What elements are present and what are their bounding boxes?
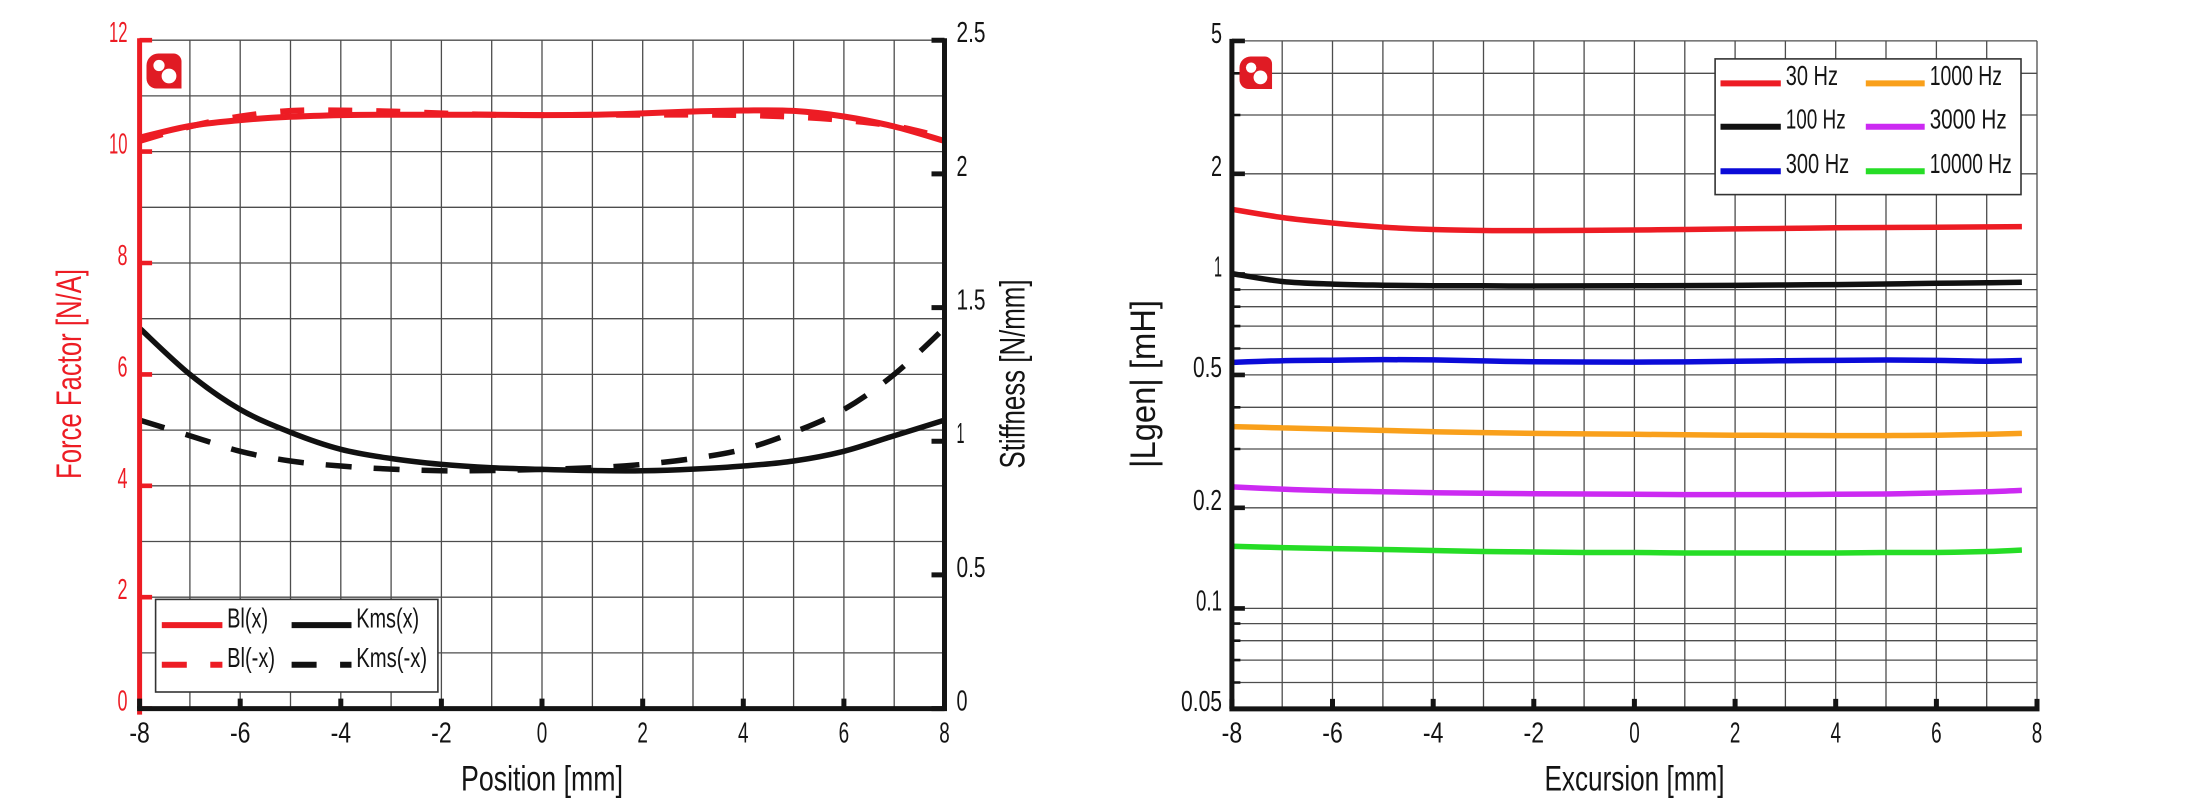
svg-text:2: 2 (957, 151, 968, 183)
svg-text:6: 6 (1931, 718, 1942, 750)
svg-text:2: 2 (118, 574, 128, 606)
svg-text:-8: -8 (1222, 718, 1243, 750)
svg-text:-2: -2 (431, 718, 452, 750)
svg-text:10: 10 (109, 129, 128, 161)
svg-text:3000 Hz: 3000 Hz (1930, 103, 2007, 134)
svg-text:4: 4 (738, 718, 749, 750)
svg-text:10000 Hz: 10000 Hz (1930, 148, 2012, 179)
svg-text:-4: -4 (1423, 718, 1444, 750)
svg-text:Bl(-x): Bl(-x) (227, 642, 275, 673)
svg-text:2: 2 (1730, 718, 1741, 750)
svg-text:-2: -2 (1524, 718, 1545, 750)
svg-text:5: 5 (1211, 18, 1222, 50)
svg-text:2: 2 (1211, 151, 1222, 183)
svg-text:0: 0 (957, 686, 968, 718)
svg-text:6: 6 (118, 351, 128, 383)
svg-text:|Lgen| [mH]: |Lgen| [mH] (1124, 300, 1163, 468)
svg-text:300 Hz: 300 Hz (1786, 148, 1850, 179)
svg-text:-8: -8 (129, 718, 150, 750)
svg-text:Force Factor [N/A]: Force Factor [N/A] (50, 269, 89, 479)
svg-text:8: 8 (2032, 718, 2043, 750)
svg-text:0.2: 0.2 (1193, 485, 1222, 517)
svg-text:0.05: 0.05 (1181, 686, 1222, 718)
svg-text:0.1: 0.1 (1196, 585, 1222, 617)
svg-text:0: 0 (1629, 718, 1640, 750)
svg-text:1: 1 (957, 418, 965, 450)
svg-text:2.5: 2.5 (957, 17, 986, 49)
svg-text:Bl(x): Bl(x) (227, 603, 268, 634)
svg-text:1000 Hz: 1000 Hz (1930, 60, 2002, 91)
svg-text:12: 12 (109, 17, 128, 49)
svg-text:Stiffness [N/mm]: Stiffness [N/mm] (994, 280, 1033, 469)
svg-text:6: 6 (839, 718, 850, 750)
svg-text:-4: -4 (331, 718, 352, 750)
svg-text:100 Hz: 100 Hz (1786, 103, 1846, 134)
svg-text:1.5: 1.5 (957, 285, 986, 317)
svg-text:4: 4 (118, 463, 128, 495)
svg-text:8: 8 (118, 240, 128, 272)
svg-text:8: 8 (939, 718, 950, 750)
svg-text:-6: -6 (230, 718, 251, 750)
svg-text:0: 0 (118, 686, 128, 718)
svg-text:0.5: 0.5 (1193, 352, 1222, 384)
svg-text:0.5: 0.5 (957, 552, 986, 584)
svg-text:Kms(x): Kms(x) (356, 603, 419, 634)
svg-text:Kms(-x): Kms(-x) (356, 642, 427, 673)
svg-text:4: 4 (1830, 718, 1841, 750)
svg-text:2: 2 (637, 718, 648, 750)
svg-text:1: 1 (1214, 251, 1222, 283)
svg-text:-6: -6 (1322, 718, 1343, 750)
svg-text:Position [mm]: Position [mm] (461, 760, 623, 799)
svg-text:30 Hz: 30 Hz (1786, 60, 1838, 91)
svg-text:0: 0 (537, 718, 548, 750)
svg-text:Excursion [mm]: Excursion [mm] (1545, 760, 1725, 799)
